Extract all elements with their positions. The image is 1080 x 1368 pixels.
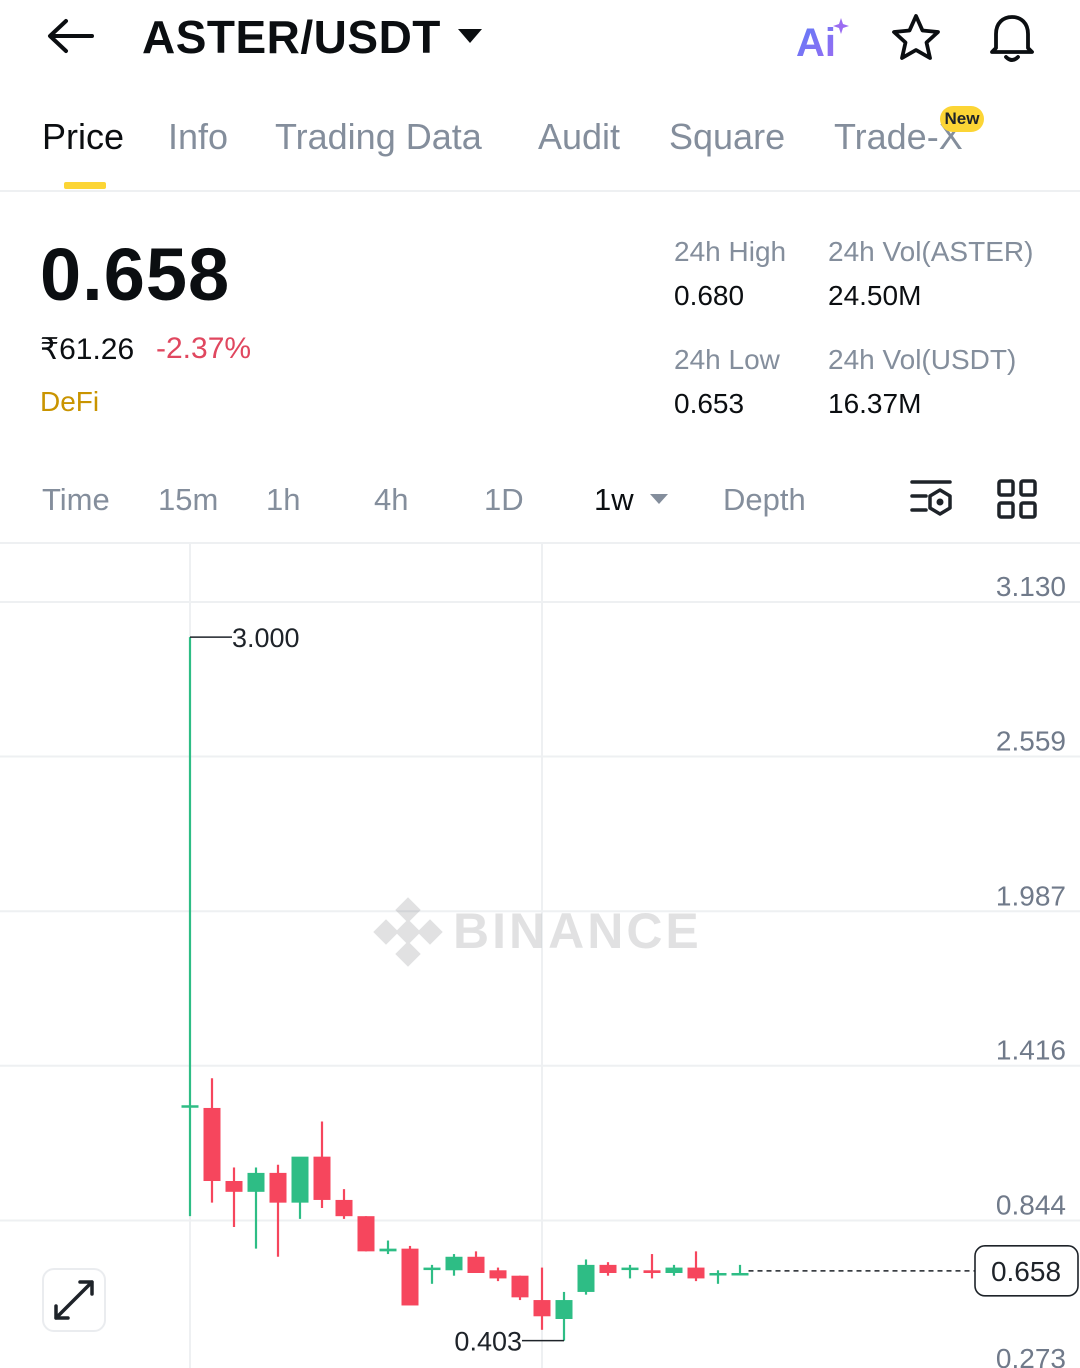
interval-depth[interactable]: Depth [723, 482, 806, 517]
candle-body [709, 1272, 727, 1276]
candle-body [467, 1256, 485, 1273]
new-badge: New [940, 106, 984, 132]
candle-body [731, 1272, 749, 1276]
high-annotation-label: 3.000 [232, 623, 300, 653]
expand-arrows-icon [54, 1280, 94, 1320]
watermark-diamond [395, 897, 421, 923]
candle-body [225, 1181, 243, 1192]
y-axis-tick-label: 1.987 [996, 880, 1066, 911]
watermark-diamond [373, 919, 399, 945]
chart-canvas[interactable]: 3.130 2.559 1.987 1.416 0.844 0.273 BINANCE 3.0… [0, 544, 1080, 1368]
y-axis-tick-label: 0.844 [996, 1190, 1066, 1221]
volume-base-value: 24.50M [828, 280, 922, 311]
tab-audit[interactable]: Audit [538, 116, 621, 157]
last-price-box [974, 1245, 1079, 1297]
volume-quote-value: 16.37M [828, 388, 922, 419]
candle-body [577, 1264, 595, 1292]
trading-pair-title[interactable]: ASTER/USDT [142, 11, 441, 63]
ai-assistant-icon[interactable]: Ai [794, 16, 850, 64]
volume-base-label: 24h Vol(ASTER) [828, 236, 1034, 267]
candle-body [621, 1267, 639, 1271]
y-axis-tick-label: 1.416 [996, 1035, 1066, 1066]
interval-1w[interactable]: 1w [594, 482, 634, 517]
candle-body [511, 1275, 529, 1298]
interval-dropdown-icon[interactable] [648, 492, 670, 506]
top-bar: ASTER/USDT Ai [0, 0, 1080, 80]
candle-body [313, 1156, 331, 1200]
pair-dropdown-icon[interactable] [456, 26, 484, 46]
watermark-logo: BINANCE [373, 897, 702, 967]
candle-body [335, 1199, 353, 1217]
high-label: 24h High [674, 236, 787, 267]
fiat-price: ₹61.26 [40, 333, 135, 366]
watermark-diamond [395, 919, 421, 945]
candle-body [533, 1300, 551, 1317]
last-price-label: 0.658 [991, 1256, 1061, 1287]
candle-body [181, 1105, 199, 1108]
y-axis-tick-label: 2.559 [996, 725, 1066, 756]
candle-body [379, 1248, 397, 1252]
y-axis-tick-label: 0.273 [996, 1343, 1066, 1368]
candle-body [687, 1267, 705, 1279]
favorite-star-icon[interactable] [888, 12, 944, 64]
candlestick-chart[interactable]: 3.130 2.559 1.987 1.416 0.844 0.273 BINANCE 3.0… [0, 542, 1080, 1368]
high-value: 0.680 [674, 280, 745, 311]
layout-grid-icon[interactable] [996, 478, 1038, 520]
candle-body [445, 1256, 463, 1271]
interval-time[interactable]: Time [42, 482, 110, 517]
notification-bell-icon[interactable] [984, 8, 1040, 64]
svg-text:Ai: Ai [796, 21, 836, 64]
interval-4h[interactable]: 4h [374, 482, 409, 517]
candle-body [489, 1270, 507, 1279]
interval-15m[interactable]: 15m [158, 482, 219, 517]
candle-body [247, 1172, 265, 1192]
tab-info[interactable]: Info [168, 116, 229, 157]
interval-1h[interactable]: 1h [266, 482, 301, 517]
indicator-settings-icon[interactable] [908, 476, 958, 522]
price-change-percent: -2.37% [156, 332, 252, 365]
candle-body [599, 1264, 617, 1273]
candle-body [665, 1267, 683, 1273]
volume-quote-label: 24h Vol(USDT) [828, 344, 1017, 375]
watermark-diamond [395, 941, 421, 967]
low-label: 24h Low [674, 344, 780, 375]
back-arrow-icon[interactable] [44, 14, 96, 58]
tab-price[interactable]: Price [42, 116, 125, 157]
detail-tabs: Price Info Trading Data Audit Square Tra… [0, 100, 1080, 192]
low-value: 0.653 [674, 388, 745, 419]
y-axis-tick-label: 3.130 [996, 571, 1066, 602]
tab-square[interactable]: Square [669, 116, 786, 157]
category-tag[interactable]: DeFi [40, 386, 100, 417]
candle-body [203, 1107, 221, 1182]
tab-trading-data[interactable]: Trading Data [275, 116, 482, 157]
candle-body [291, 1156, 309, 1203]
active-tab-indicator [64, 182, 106, 189]
watermark-text: BINANCE [453, 903, 702, 959]
watermark-diamond [417, 919, 443, 945]
interval-1d[interactable]: 1D [484, 482, 524, 517]
low-annotation-label: 0.403 [454, 1327, 522, 1357]
last-price: 0.658 [40, 233, 231, 316]
candle-body [357, 1216, 375, 1252]
candle-body [555, 1300, 573, 1319]
candle-body [401, 1248, 419, 1306]
candle-body [423, 1267, 441, 1271]
fullscreen-button[interactable] [42, 1268, 106, 1332]
candle-body [269, 1172, 287, 1203]
candle-body [643, 1270, 661, 1273]
